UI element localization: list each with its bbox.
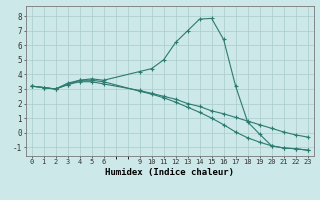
X-axis label: Humidex (Indice chaleur): Humidex (Indice chaleur) (105, 168, 234, 177)
